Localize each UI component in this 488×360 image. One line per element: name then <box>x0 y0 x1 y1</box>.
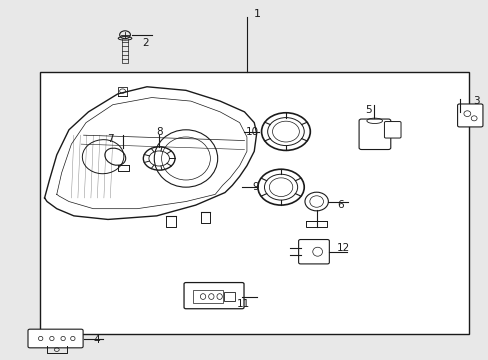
Text: 12: 12 <box>336 243 350 253</box>
Text: 8: 8 <box>156 127 162 136</box>
Text: 1: 1 <box>254 9 261 19</box>
FancyBboxPatch shape <box>358 119 390 149</box>
Text: 4: 4 <box>93 334 100 345</box>
Text: 11: 11 <box>237 299 250 309</box>
FancyBboxPatch shape <box>298 239 329 264</box>
FancyBboxPatch shape <box>457 104 482 127</box>
Text: 10: 10 <box>245 127 259 136</box>
Bar <box>193 290 222 303</box>
Text: 7: 7 <box>107 134 114 144</box>
Text: 3: 3 <box>472 96 478 106</box>
Text: 9: 9 <box>252 182 259 192</box>
Text: 5: 5 <box>365 105 371 115</box>
Bar <box>305 221 327 226</box>
FancyBboxPatch shape <box>28 329 83 348</box>
Bar <box>224 292 234 301</box>
FancyBboxPatch shape <box>384 122 400 138</box>
Bar <box>40 72 468 334</box>
FancyBboxPatch shape <box>183 283 244 309</box>
Text: 2: 2 <box>142 38 148 48</box>
Text: 6: 6 <box>336 200 343 210</box>
